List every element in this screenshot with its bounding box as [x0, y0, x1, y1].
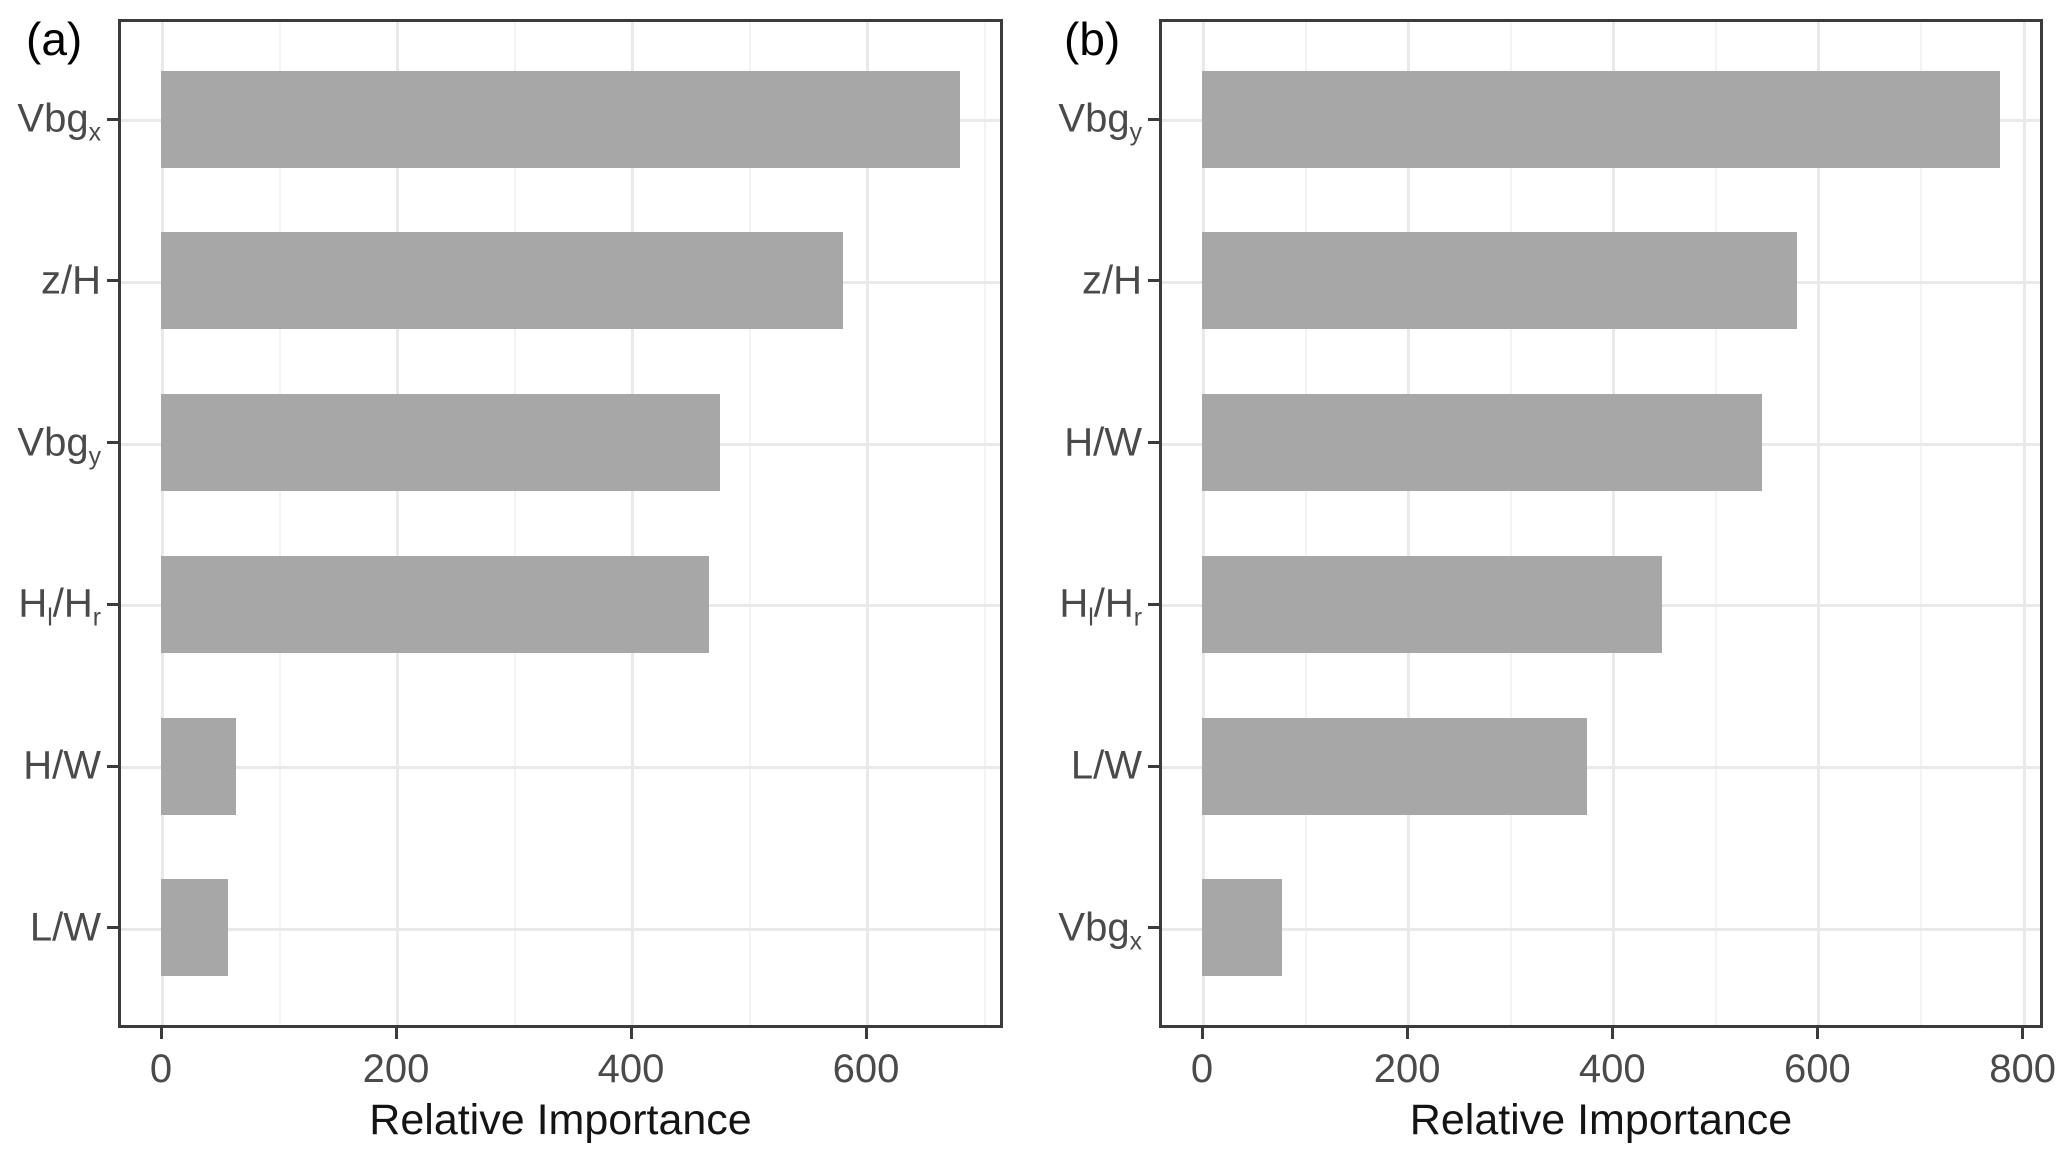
- x-axis-tick: [1200, 1028, 1204, 1039]
- category-gridline: [121, 927, 1000, 931]
- y-axis-label: L/W: [29, 905, 101, 950]
- x-axis-tick-label: 800: [1989, 1047, 2056, 1091]
- major-gridline: [1407, 22, 1411, 1025]
- minor-gridline: [748, 22, 751, 1025]
- y-axis-tick: [1148, 926, 1159, 930]
- y-axis-tick: [1148, 602, 1159, 606]
- y-axis-label: Vbgy: [17, 420, 101, 471]
- minor-gridline: [1714, 22, 1717, 1025]
- y-axis-tick: [107, 441, 118, 445]
- y-axis-label: H/W: [23, 743, 101, 788]
- y-axis-label: Vbgx: [17, 96, 101, 147]
- y-axis-label: z/H: [41, 258, 101, 303]
- x-axis-tick-label: 0: [1190, 1047, 1214, 1091]
- y-axis-tick: [107, 926, 118, 930]
- minor-gridline: [278, 22, 281, 1025]
- importance-bar: [161, 70, 961, 168]
- x-axis-tick: [2021, 1028, 2025, 1039]
- importance-bar: [1202, 394, 1762, 492]
- x-axis-tick-label: 400: [1578, 1047, 1646, 1091]
- importance-bar: [161, 879, 228, 977]
- major-gridline: [161, 22, 164, 1025]
- x-axis-title-b: Relative Importance: [1409, 1096, 1793, 1144]
- major-gridline: [396, 22, 399, 1025]
- minor-gridline: [1920, 22, 1922, 1025]
- y-axis-tick: [107, 602, 118, 606]
- y-axis-tick: [1148, 279, 1159, 283]
- x-axis-tick-label: 200: [1373, 1047, 1441, 1091]
- x-axis-tick: [864, 1028, 868, 1039]
- x-axis-tick-label: 600: [832, 1047, 900, 1091]
- importance-bar: [1202, 717, 1587, 815]
- minor-gridline: [1304, 22, 1307, 1025]
- panel-b-label: (b): [1064, 13, 1121, 65]
- y-axis-tick: [1148, 764, 1159, 768]
- minor-gridline: [1509, 22, 1512, 1025]
- importance-bar: [161, 717, 237, 815]
- y-axis-label: Hl/Hr: [18, 581, 101, 632]
- y-axis-label: Vbgy: [1058, 96, 1142, 147]
- bar-chart-panel-a: [118, 19, 1003, 1028]
- x-axis-tick-label: 0: [149, 1047, 173, 1091]
- x-axis-tick: [1815, 1028, 1819, 1039]
- major-gridline: [866, 22, 869, 1025]
- y-axis-tick: [107, 764, 118, 768]
- importance-bar: [1202, 879, 1282, 977]
- x-axis-tick-label: 600: [1784, 1047, 1851, 1091]
- major-gridline: [631, 22, 634, 1025]
- importance-bar: [161, 555, 709, 653]
- major-gridline: [1612, 22, 1616, 1025]
- category-gridline: [1162, 927, 2040, 931]
- y-axis-label: L/W: [1070, 743, 1142, 788]
- minor-gridline: [513, 22, 516, 1025]
- x-axis-title-a: Relative Importance: [369, 1096, 752, 1144]
- x-axis-tick: [1610, 1028, 1614, 1039]
- y-axis-label: Vbgx: [1058, 905, 1142, 956]
- category-gridline: [1162, 766, 2040, 770]
- y-axis-tick: [1148, 441, 1159, 445]
- x-axis-tick-label: 200: [362, 1047, 430, 1091]
- major-gridline: [1202, 22, 1205, 1025]
- minor-gridline: [983, 22, 986, 1025]
- y-axis-label: Hl/Hr: [1059, 581, 1142, 632]
- importance-bar: [1202, 232, 1797, 330]
- x-axis-tick: [1405, 1028, 1409, 1039]
- x-axis-tick: [394, 1028, 398, 1039]
- x-axis-tick: [629, 1028, 633, 1039]
- category-gridline: [121, 766, 1000, 770]
- bar-chart-panel-b: [1159, 19, 2043, 1028]
- y-axis-tick: [107, 117, 118, 121]
- major-gridline: [2022, 22, 2026, 1025]
- major-gridline: [1817, 22, 1821, 1025]
- y-axis-label: H/W: [1064, 420, 1142, 465]
- x-axis-tick: [159, 1028, 163, 1039]
- y-axis-label: z/H: [1082, 258, 1142, 303]
- panel-a-label: (a): [26, 13, 83, 65]
- importance-bar: [161, 394, 721, 492]
- y-axis-tick: [1148, 117, 1159, 121]
- importance-bar: [1202, 70, 2000, 168]
- importance-bar: [161, 232, 843, 330]
- importance-bar: [1202, 555, 1662, 653]
- y-axis-tick: [107, 279, 118, 283]
- x-axis-tick-label: 400: [597, 1047, 665, 1091]
